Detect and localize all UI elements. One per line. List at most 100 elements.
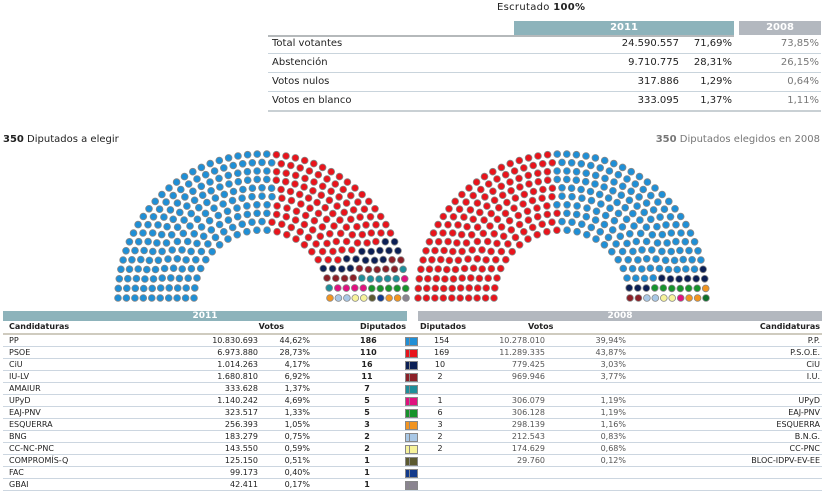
- seat-dot: [439, 229, 447, 237]
- seat-dot: [228, 223, 237, 232]
- seat-dot: [204, 240, 212, 248]
- seat-dot: [325, 196, 334, 205]
- seat-dot: [465, 284, 473, 292]
- seat-dot: [263, 209, 271, 218]
- party-pct: 0,75%: [284, 432, 310, 441]
- seat-dot: [131, 294, 139, 302]
- party-pct: 1,05%: [284, 420, 310, 429]
- party-votes: 143.550: [224, 444, 258, 453]
- seat-dot: [677, 229, 685, 237]
- seat-dot: [327, 187, 335, 196]
- seat-dot: [326, 230, 334, 238]
- seat-dot: [497, 163, 506, 172]
- seat-dot: [300, 183, 308, 191]
- seat-dot: [233, 204, 241, 212]
- seat-dot: [281, 177, 290, 186]
- seat-dot: [173, 255, 182, 263]
- seat-dot: [476, 208, 484, 217]
- seat-dot: [573, 202, 581, 210]
- seat-dot: [263, 167, 271, 175]
- seat-dot: [358, 274, 366, 282]
- party-pct: 6,92%: [284, 372, 310, 381]
- seat-dot: [553, 175, 562, 184]
- seat-dot: [465, 184, 473, 192]
- summary-votes: 333.095: [637, 95, 679, 106]
- seat-dot: [423, 274, 432, 283]
- seat-dot: [473, 223, 482, 231]
- party-seats: 154: [434, 336, 450, 345]
- seat-dot: [538, 220, 547, 228]
- seat-dot: [493, 215, 502, 224]
- seat-dot: [425, 238, 434, 246]
- seat-dot: [258, 158, 266, 167]
- seat-dot: [139, 212, 148, 221]
- party-seats: 1: [364, 480, 370, 489]
- seat-dot: [600, 241, 609, 249]
- party-color-swatch: [409, 469, 418, 478]
- seat-dot: [327, 167, 336, 176]
- seat-dot: [165, 184, 173, 192]
- seat-dot: [640, 208, 649, 217]
- summary-pct-2008: 73,85%: [780, 38, 819, 49]
- seat-dot: [586, 187, 595, 196]
- seat-dot: [356, 213, 364, 221]
- seat-dot: [318, 163, 327, 172]
- seat-dot: [492, 256, 500, 264]
- seat-dot: [642, 199, 651, 207]
- seat-dot: [325, 284, 334, 292]
- seat-dot: [184, 274, 192, 282]
- seat-dot: [220, 190, 229, 199]
- seat-dot: [699, 265, 707, 274]
- seat-dot: [158, 190, 166, 199]
- seat-dot: [587, 196, 596, 205]
- seat-dot: [377, 229, 385, 237]
- seat-dot: [451, 265, 460, 274]
- seat-dot: [415, 275, 424, 283]
- party-pct: 1,19%: [600, 396, 626, 405]
- party-color-swatch: [409, 421, 418, 430]
- seat-dot: [460, 264, 469, 273]
- seat-dot: [376, 294, 385, 302]
- party-name: BNG: [9, 432, 27, 441]
- seat-dot: [354, 198, 362, 206]
- seat-dot: [243, 202, 251, 210]
- seat-dot: [591, 154, 600, 162]
- seat-dot: [684, 284, 693, 293]
- seat-dot: [619, 264, 628, 273]
- seat-dot: [283, 204, 291, 212]
- seat-dot: [685, 246, 693, 255]
- seat-dot: [206, 159, 214, 168]
- seat-dot: [595, 190, 604, 199]
- seat-dot: [469, 264, 478, 272]
- seat-dot: [193, 175, 201, 183]
- seat-dot: [484, 274, 492, 282]
- seat-dot: [310, 159, 318, 168]
- seat-dot: [458, 190, 466, 199]
- seat-dot: [690, 265, 699, 273]
- seat-dot: [187, 209, 195, 218]
- seat-dot: [184, 180, 193, 188]
- table-row: [409, 479, 822, 491]
- seat-dot: [338, 246, 346, 254]
- party-votes: 1.140.242: [217, 396, 258, 405]
- party-seats: 2: [364, 432, 370, 441]
- seat-dot: [563, 175, 571, 184]
- seat-dot: [622, 215, 631, 224]
- seat-dot: [504, 240, 512, 248]
- seat-dot: [533, 212, 542, 221]
- seat-dot: [578, 194, 586, 202]
- seat-dot: [583, 204, 591, 212]
- seat-dot: [553, 226, 561, 234]
- seat-dot: [131, 284, 140, 293]
- seat-dot: [339, 185, 348, 194]
- seat-dot: [224, 216, 233, 224]
- seat-dot: [381, 237, 390, 246]
- seat-dot: [190, 294, 198, 302]
- summary-row: Votos nulos 317.886 1,29% 0,64%: [268, 73, 821, 92]
- seat-dot: [572, 210, 581, 219]
- seat-dot: [203, 198, 211, 207]
- seat-dot: [229, 161, 237, 170]
- seat-dot: [658, 190, 666, 199]
- seat-dot: [441, 275, 449, 283]
- seat-dot: [661, 256, 670, 265]
